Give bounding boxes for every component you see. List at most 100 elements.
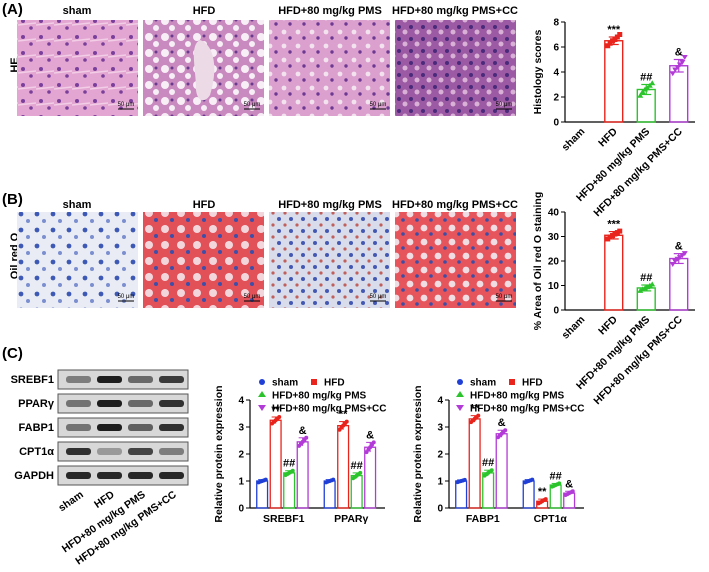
significance-label: ##: [482, 457, 494, 469]
data-point: [304, 435, 309, 440]
y-tick-label: 1: [437, 477, 443, 488]
data-point: [358, 470, 363, 475]
blot-band: [159, 472, 184, 479]
blot-band: [97, 424, 122, 431]
blot-strip: [57, 441, 189, 462]
y-axis-title: Histology scores: [532, 30, 544, 115]
significance-label: ##: [351, 460, 363, 472]
legend-label: sham: [470, 378, 496, 389]
panel-a-col-title-1: sham: [63, 5, 92, 17]
oro-image-sham: [17, 212, 138, 308]
band-label: PPARγ: [18, 398, 55, 410]
y-tick-label: 20: [548, 257, 560, 268]
bar: [468, 418, 481, 509]
y-axis-title: Relative protein expression: [213, 385, 225, 522]
y-tick-label: 3: [238, 423, 244, 434]
category-label: PPARγ: [334, 513, 368, 525]
lane-label: sham: [56, 489, 85, 515]
scale-bar-text: 50 μm: [244, 102, 261, 108]
data-point: [530, 477, 535, 482]
significance-label: ##: [640, 72, 652, 84]
bar: [350, 474, 363, 509]
y-axis-title: Relative protein expression: [412, 385, 424, 522]
bar: [482, 472, 495, 509]
category-label: sham: [559, 314, 587, 342]
blot-band: [128, 472, 153, 479]
legend-marker: [258, 391, 266, 397]
band-label: CPT1α: [19, 446, 54, 458]
blot-band: [97, 400, 122, 407]
panel-a-micrographs: 50 μm 50 μm 50 μm 50 μm: [17, 20, 516, 116]
data-point: [570, 489, 575, 494]
panel-a-col-title-3: HFD+80 mg/kg PMS: [278, 5, 382, 17]
significance-label: &: [565, 478, 573, 490]
data-point: [672, 67, 679, 73]
blot-band: [159, 400, 184, 407]
data-point: [669, 71, 676, 77]
blot-band: [66, 424, 91, 431]
bar: [283, 472, 296, 509]
significance-label: **: [470, 403, 479, 415]
scale-bar-text: 50 μm: [244, 294, 261, 300]
category-label: HFD: [596, 313, 620, 337]
blot-strip: [57, 393, 189, 414]
y-tick-label: 40: [548, 208, 560, 219]
bar: [604, 234, 624, 311]
y-tick-label: 4: [437, 396, 443, 407]
data-point: [681, 55, 688, 60]
scale-bar-text: 50 μm: [118, 102, 135, 108]
he-image-pms: [269, 20, 390, 116]
significance-label: &: [366, 429, 374, 441]
data-point: [476, 413, 481, 418]
significance-label: &: [299, 425, 307, 437]
panel-b-col-title-1: sham: [63, 199, 92, 211]
legend-label: HFD: [522, 378, 543, 389]
oil-red-o-area-chart: 0 10 20 30 40 % Area of Oil red O staining sha…: [532, 192, 695, 407]
bar: [495, 433, 508, 509]
blot-band: [159, 448, 184, 455]
category-label: FABP1: [466, 513, 500, 525]
y-tick-label: 8: [553, 18, 559, 29]
legend-marker: [259, 379, 265, 385]
panel-a-col-title-2: HFD: [193, 5, 216, 17]
data-point: [637, 92, 644, 98]
bar: [337, 424, 350, 509]
band-label: SREBF1: [11, 374, 54, 386]
panel-c-letter: (C): [2, 345, 23, 362]
bar: [323, 480, 336, 509]
y-tick-label: 4: [238, 396, 244, 407]
category-label: HFD: [596, 125, 620, 149]
y-axis-title: % Area of Oil red O staining: [532, 192, 544, 330]
protein-chart-srebf1-ppar: 0 1 2 3 4 Relative protein expression ** ## & SRE…: [213, 378, 386, 526]
blot-band: [159, 424, 184, 431]
category-label: SREBF1: [263, 513, 305, 525]
blot-strip: [57, 369, 189, 390]
he-image-sham: [17, 20, 138, 116]
oro-image-hfd: [143, 212, 264, 308]
blot-strip: [57, 417, 189, 438]
data-point: [503, 428, 508, 433]
legend-label: HFD+80 mg/kg PMS: [272, 391, 367, 402]
scale-bar-text: 50 μm: [370, 294, 387, 300]
panel-b-col-title-4: HFD+80 mg/kg PMS+CC: [392, 199, 518, 211]
bar: [364, 446, 377, 509]
bar: [604, 40, 624, 123]
panel-a-letter: (A): [2, 1, 23, 18]
category-label: sham: [559, 126, 587, 154]
data-point: [679, 60, 686, 65]
he-image-pmscc: [395, 20, 516, 116]
panel-b-col-title-3: HFD+80 mg/kg PMS: [278, 199, 382, 211]
significance-label: ##: [550, 470, 562, 482]
bar: [269, 419, 282, 509]
legend-marker: [311, 379, 317, 385]
data-point: [637, 287, 644, 293]
legend-marker: [456, 405, 464, 411]
panel-b-col-title-2: HFD: [193, 199, 216, 211]
legend-marker: [509, 379, 515, 385]
significance-label: ***: [607, 219, 621, 231]
legend-label: sham: [272, 378, 298, 389]
blot-band: [159, 376, 184, 383]
blot-band: [97, 376, 122, 383]
y-tick-label: 2: [553, 93, 559, 104]
